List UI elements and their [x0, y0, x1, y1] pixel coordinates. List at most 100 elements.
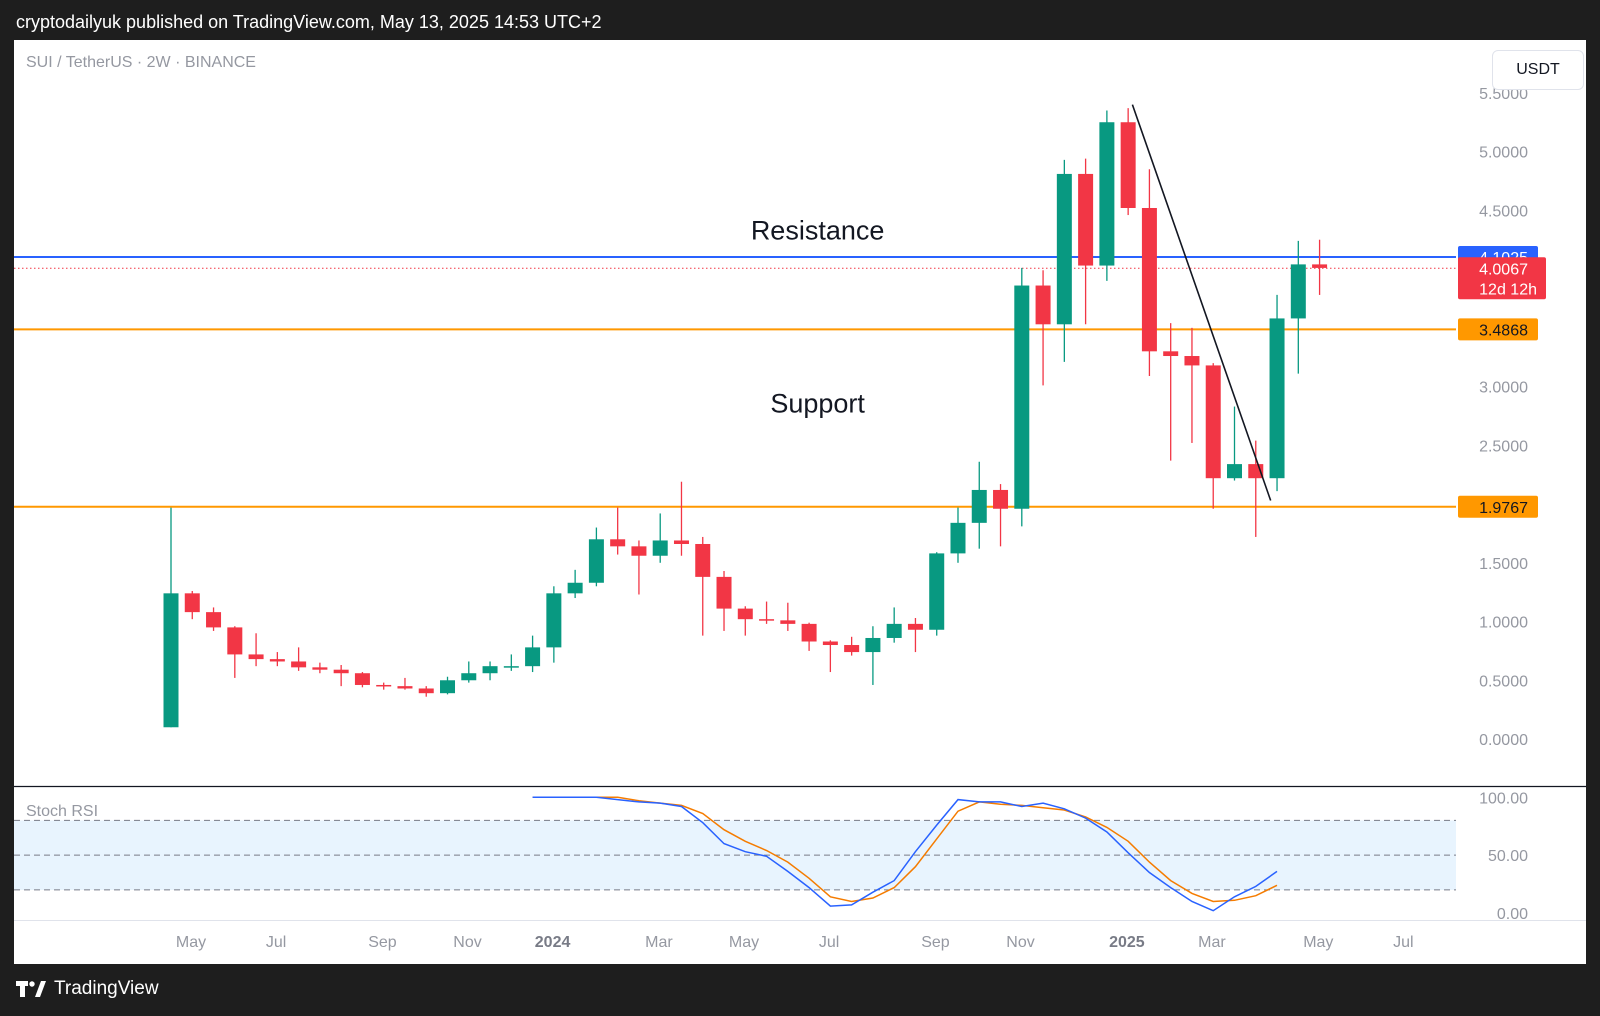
y-tick-label: 0.0000 [1479, 732, 1528, 749]
candle-body [822, 641, 838, 646]
publish-info: cryptodailyuk published on TradingView.c… [16, 12, 602, 32]
candle-body [567, 582, 583, 594]
candle-body [801, 623, 817, 642]
x-tick-label: Jul [266, 934, 286, 951]
currency-button[interactable]: USDT [1492, 50, 1584, 90]
x-tick-label: 2024 [535, 934, 571, 951]
candle-body [354, 673, 370, 685]
candle-body [673, 540, 689, 544]
last-price-tag-bg [1458, 257, 1546, 300]
x-tick-label: May [729, 934, 759, 951]
x-tick-label: Nov [1006, 934, 1034, 951]
footer: TradingView [0, 966, 1600, 1016]
candle-body [546, 593, 562, 648]
y-tick-label: 2.5000 [1479, 438, 1528, 455]
candle-body [588, 539, 604, 583]
level-label: 3.4868 [1479, 322, 1528, 339]
y-tick-label: 3.0000 [1479, 380, 1528, 397]
last-price-label: 4.0067 [1479, 261, 1528, 278]
candle-body [780, 620, 796, 624]
candle-body [652, 540, 668, 556]
x-tick-label: May [176, 934, 206, 951]
candle-body [1184, 356, 1200, 366]
candle-body [1290, 264, 1306, 319]
candle-body [1014, 285, 1030, 509]
candle-body [1205, 365, 1221, 479]
stoch-y-tick-label: 50.00 [1488, 848, 1528, 865]
stoch-title: Stoch RSI [26, 803, 98, 820]
candle-body [227, 627, 243, 655]
candle-body [206, 612, 222, 628]
candle-body [737, 608, 753, 620]
candle-body [503, 666, 519, 668]
candle-body [1163, 351, 1179, 357]
candle-body [291, 661, 307, 668]
candle-body [397, 686, 413, 689]
stoch-y-tick-label: 100.00 [1479, 790, 1528, 807]
candle-body [950, 522, 966, 554]
y-tick-label: 1.0000 [1479, 615, 1528, 632]
y-tick-label: 5.0000 [1479, 145, 1528, 162]
candle-body [482, 666, 498, 674]
candle-body [631, 546, 647, 556]
candle-body [759, 619, 775, 621]
trendline [1131, 104, 1272, 501]
candle-body [163, 593, 179, 728]
candle-body [248, 654, 264, 660]
candle-body [993, 489, 1009, 509]
tradingview-icon [16, 981, 46, 997]
candle-body [1227, 464, 1242, 479]
level-label-bg [1458, 495, 1538, 518]
candle-body [184, 593, 200, 613]
candle-body [886, 623, 902, 638]
stoch-series-line [532, 796, 1278, 912]
candle-body [929, 553, 945, 630]
x-tick-label: Nov [453, 934, 481, 951]
x-tick-label: May [1303, 934, 1333, 951]
x-tick-label: Jul [1393, 934, 1413, 951]
x-tick-label: Sep [921, 934, 950, 951]
chart-panel: SUI / TetherUS · 2W · BINANCE Resistance S… [14, 40, 1586, 964]
x-tick-label: Sep [368, 934, 397, 951]
candle-body [610, 539, 626, 547]
candle-body [695, 543, 711, 577]
candle-body [312, 667, 328, 670]
candle-body [333, 669, 349, 674]
level-label: 1.9767 [1479, 500, 1528, 517]
x-tick-label: Mar [645, 934, 673, 951]
candle-body [461, 673, 477, 681]
candle-body [1312, 264, 1328, 268]
y-tick-label: 5.5000 [1479, 86, 1528, 103]
candle-body [1120, 122, 1136, 208]
stoch-y-tick-label: 0.00 [1497, 906, 1528, 923]
x-tick-label: 2025 [1109, 934, 1145, 951]
candle-body [440, 680, 456, 694]
candle-body [907, 623, 923, 630]
candle-body [716, 576, 732, 609]
candle-body [525, 647, 541, 667]
tradingview-brand: TradingView [54, 978, 159, 999]
chart-annotation: Resistance [751, 216, 885, 246]
candle-body [269, 659, 285, 662]
candle-body [971, 489, 987, 523]
chart-annotation: Support [770, 388, 865, 418]
y-tick-label: 4.5000 [1479, 203, 1528, 220]
candle-body [1056, 173, 1072, 325]
y-tick-label: 1.5000 [1479, 556, 1528, 573]
countdown-label: 12d 12h [1479, 281, 1537, 298]
candle-body [418, 688, 434, 694]
candle-body [1099, 122, 1115, 266]
tradingview-logo[interactable]: TradingView [16, 978, 159, 1000]
candle-body [376, 684, 392, 687]
candle-body [844, 645, 860, 653]
chart-canvas[interactable]: SUI / TetherUS · 2W · BINANCE Resistance S… [14, 40, 1586, 964]
candle-body [1269, 318, 1285, 479]
candle-body [865, 637, 881, 653]
candle-body [1078, 173, 1094, 266]
candle-body [1141, 207, 1157, 352]
y-tick-label: 0.5000 [1479, 673, 1528, 690]
candle-body [1035, 285, 1051, 325]
x-tick-label: Mar [1198, 934, 1226, 951]
chart-title: SUI / TetherUS · 2W · BINANCE [26, 54, 256, 71]
level-label-bg [1458, 318, 1538, 341]
